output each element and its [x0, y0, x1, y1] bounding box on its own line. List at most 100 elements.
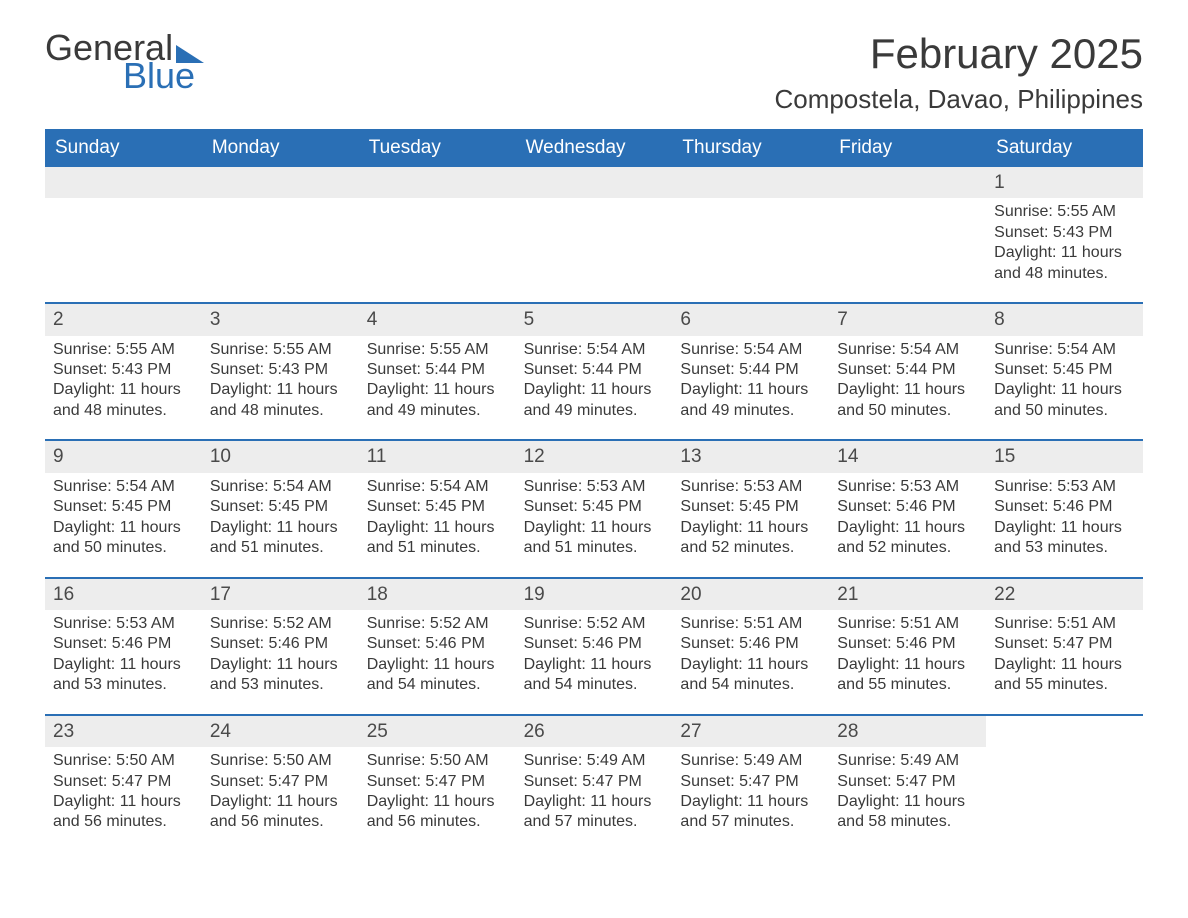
sunrise-text: Sunrise: 5:50 AM: [367, 751, 508, 771]
day-details: Sunrise: 5:53 AMSunset: 5:46 PMDaylight:…: [829, 473, 986, 577]
daylight-text: Daylight: 11 hours and 53 minutes.: [994, 518, 1135, 559]
sunrise-text: Sunrise: 5:54 AM: [210, 477, 351, 497]
month-title: February 2025: [774, 30, 1143, 78]
day-details: Sunrise: 5:54 AMSunset: 5:44 PMDaylight:…: [516, 336, 673, 440]
day-number: 15: [986, 441, 1143, 472]
calendar-day-cell: 2Sunrise: 5:55 AMSunset: 5:43 PMDaylight…: [45, 304, 202, 439]
calendar-day-cell: 7Sunrise: 5:54 AMSunset: 5:44 PMDaylight…: [829, 304, 986, 439]
sunrise-text: Sunrise: 5:55 AM: [53, 340, 194, 360]
day-details: Sunrise: 5:55 AMSunset: 5:44 PMDaylight:…: [359, 336, 516, 440]
calendar-day-cell: [516, 167, 673, 302]
daylight-text: Daylight: 11 hours and 54 minutes.: [367, 655, 508, 696]
calendar-day-cell: 24Sunrise: 5:50 AMSunset: 5:47 PMDayligh…: [202, 716, 359, 851]
sunrise-text: Sunrise: 5:50 AM: [53, 751, 194, 771]
sunrise-text: Sunrise: 5:53 AM: [680, 477, 821, 497]
day-number: 14: [829, 441, 986, 472]
sunset-text: Sunset: 5:43 PM: [994, 223, 1135, 243]
day-number: [516, 167, 673, 198]
day-number: 21: [829, 579, 986, 610]
sunset-text: Sunset: 5:43 PM: [210, 360, 351, 380]
sunrise-text: Sunrise: 5:53 AM: [524, 477, 665, 497]
brand-part2: Blue: [123, 58, 204, 94]
sunset-text: Sunset: 5:46 PM: [53, 634, 194, 654]
day-details: Sunrise: 5:54 AMSunset: 5:44 PMDaylight:…: [829, 336, 986, 440]
day-details: Sunrise: 5:54 AMSunset: 5:44 PMDaylight:…: [672, 336, 829, 440]
day-number: 4: [359, 304, 516, 335]
day-details: Sunrise: 5:52 AMSunset: 5:46 PMDaylight:…: [359, 610, 516, 714]
day-details: Sunrise: 5:53 AMSunset: 5:45 PMDaylight:…: [672, 473, 829, 577]
weekday-header-row: SundayMondayTuesdayWednesdayThursdayFrid…: [45, 129, 1143, 167]
calendar-day-cell: 21Sunrise: 5:51 AMSunset: 5:46 PMDayligh…: [829, 579, 986, 714]
sunrise-text: Sunrise: 5:54 AM: [994, 340, 1135, 360]
calendar-day-cell: 18Sunrise: 5:52 AMSunset: 5:46 PMDayligh…: [359, 579, 516, 714]
weekday-header: Friday: [829, 129, 986, 167]
sunrise-text: Sunrise: 5:52 AM: [524, 614, 665, 634]
day-number: [672, 167, 829, 198]
day-number: 2: [45, 304, 202, 335]
daylight-text: Daylight: 11 hours and 50 minutes.: [53, 518, 194, 559]
daylight-text: Daylight: 11 hours and 49 minutes.: [524, 380, 665, 421]
sunset-text: Sunset: 5:45 PM: [367, 497, 508, 517]
sunset-text: Sunset: 5:46 PM: [837, 497, 978, 517]
calendar-day-cell: [829, 167, 986, 302]
sunrise-text: Sunrise: 5:54 AM: [680, 340, 821, 360]
calendar-day-cell: [45, 167, 202, 302]
calendar-day-cell: 22Sunrise: 5:51 AMSunset: 5:47 PMDayligh…: [986, 579, 1143, 714]
day-details: Sunrise: 5:55 AMSunset: 5:43 PMDaylight:…: [986, 198, 1143, 302]
calendar-day-cell: [986, 716, 1143, 851]
sunset-text: Sunset: 5:46 PM: [680, 634, 821, 654]
sunset-text: Sunset: 5:43 PM: [53, 360, 194, 380]
sunrise-text: Sunrise: 5:55 AM: [367, 340, 508, 360]
calendar-day-cell: 27Sunrise: 5:49 AMSunset: 5:47 PMDayligh…: [672, 716, 829, 851]
sunrise-text: Sunrise: 5:49 AM: [680, 751, 821, 771]
brand-logo: General Blue: [45, 30, 204, 94]
daylight-text: Daylight: 11 hours and 52 minutes.: [837, 518, 978, 559]
day-number: 16: [45, 579, 202, 610]
day-details: Sunrise: 5:55 AMSunset: 5:43 PMDaylight:…: [45, 336, 202, 440]
daylight-text: Daylight: 11 hours and 53 minutes.: [53, 655, 194, 696]
sunrise-text: Sunrise: 5:54 AM: [524, 340, 665, 360]
sunset-text: Sunset: 5:44 PM: [524, 360, 665, 380]
sunset-text: Sunset: 5:47 PM: [210, 772, 351, 792]
sunrise-text: Sunrise: 5:53 AM: [837, 477, 978, 497]
day-details: Sunrise: 5:53 AMSunset: 5:45 PMDaylight:…: [516, 473, 673, 577]
calendar-day-cell: 11Sunrise: 5:54 AMSunset: 5:45 PMDayligh…: [359, 441, 516, 576]
calendar-day-cell: 28Sunrise: 5:49 AMSunset: 5:47 PMDayligh…: [829, 716, 986, 851]
day-details: Sunrise: 5:50 AMSunset: 5:47 PMDaylight:…: [202, 747, 359, 851]
daylight-text: Daylight: 11 hours and 49 minutes.: [367, 380, 508, 421]
day-details: Sunrise: 5:51 AMSunset: 5:47 PMDaylight:…: [986, 610, 1143, 714]
daylight-text: Daylight: 11 hours and 56 minutes.: [367, 792, 508, 833]
day-number: 11: [359, 441, 516, 472]
sunset-text: Sunset: 5:47 PM: [524, 772, 665, 792]
calendar-day-cell: 14Sunrise: 5:53 AMSunset: 5:46 PMDayligh…: [829, 441, 986, 576]
header-row: General Blue February 2025 Compostela, D…: [45, 30, 1143, 115]
day-number: 27: [672, 716, 829, 747]
sunrise-text: Sunrise: 5:52 AM: [210, 614, 351, 634]
daylight-text: Daylight: 11 hours and 54 minutes.: [524, 655, 665, 696]
day-number: 6: [672, 304, 829, 335]
calendar-day-cell: [202, 167, 359, 302]
day-details: Sunrise: 5:51 AMSunset: 5:46 PMDaylight:…: [672, 610, 829, 714]
day-number: 28: [829, 716, 986, 747]
daylight-text: Daylight: 11 hours and 48 minutes.: [53, 380, 194, 421]
sunset-text: Sunset: 5:46 PM: [994, 497, 1135, 517]
sunset-text: Sunset: 5:47 PM: [367, 772, 508, 792]
day-details: Sunrise: 5:54 AMSunset: 5:45 PMDaylight:…: [45, 473, 202, 577]
day-number: 20: [672, 579, 829, 610]
sunrise-text: Sunrise: 5:53 AM: [53, 614, 194, 634]
sunset-text: Sunset: 5:45 PM: [524, 497, 665, 517]
sunrise-text: Sunrise: 5:54 AM: [837, 340, 978, 360]
calendar-day-cell: 3Sunrise: 5:55 AMSunset: 5:43 PMDaylight…: [202, 304, 359, 439]
calendar-day-cell: 23Sunrise: 5:50 AMSunset: 5:47 PMDayligh…: [45, 716, 202, 851]
day-details: Sunrise: 5:50 AMSunset: 5:47 PMDaylight:…: [359, 747, 516, 851]
sunset-text: Sunset: 5:45 PM: [680, 497, 821, 517]
calendar-day-cell: 20Sunrise: 5:51 AMSunset: 5:46 PMDayligh…: [672, 579, 829, 714]
calendar-week: 9Sunrise: 5:54 AMSunset: 5:45 PMDaylight…: [45, 439, 1143, 576]
calendar-day-cell: 19Sunrise: 5:52 AMSunset: 5:46 PMDayligh…: [516, 579, 673, 714]
calendar-day-cell: 12Sunrise: 5:53 AMSunset: 5:45 PMDayligh…: [516, 441, 673, 576]
weekday-header: Tuesday: [359, 129, 516, 167]
day-details: Sunrise: 5:54 AMSunset: 5:45 PMDaylight:…: [986, 336, 1143, 440]
day-details: Sunrise: 5:53 AMSunset: 5:46 PMDaylight:…: [45, 610, 202, 714]
daylight-text: Daylight: 11 hours and 50 minutes.: [994, 380, 1135, 421]
daylight-text: Daylight: 11 hours and 53 minutes.: [210, 655, 351, 696]
